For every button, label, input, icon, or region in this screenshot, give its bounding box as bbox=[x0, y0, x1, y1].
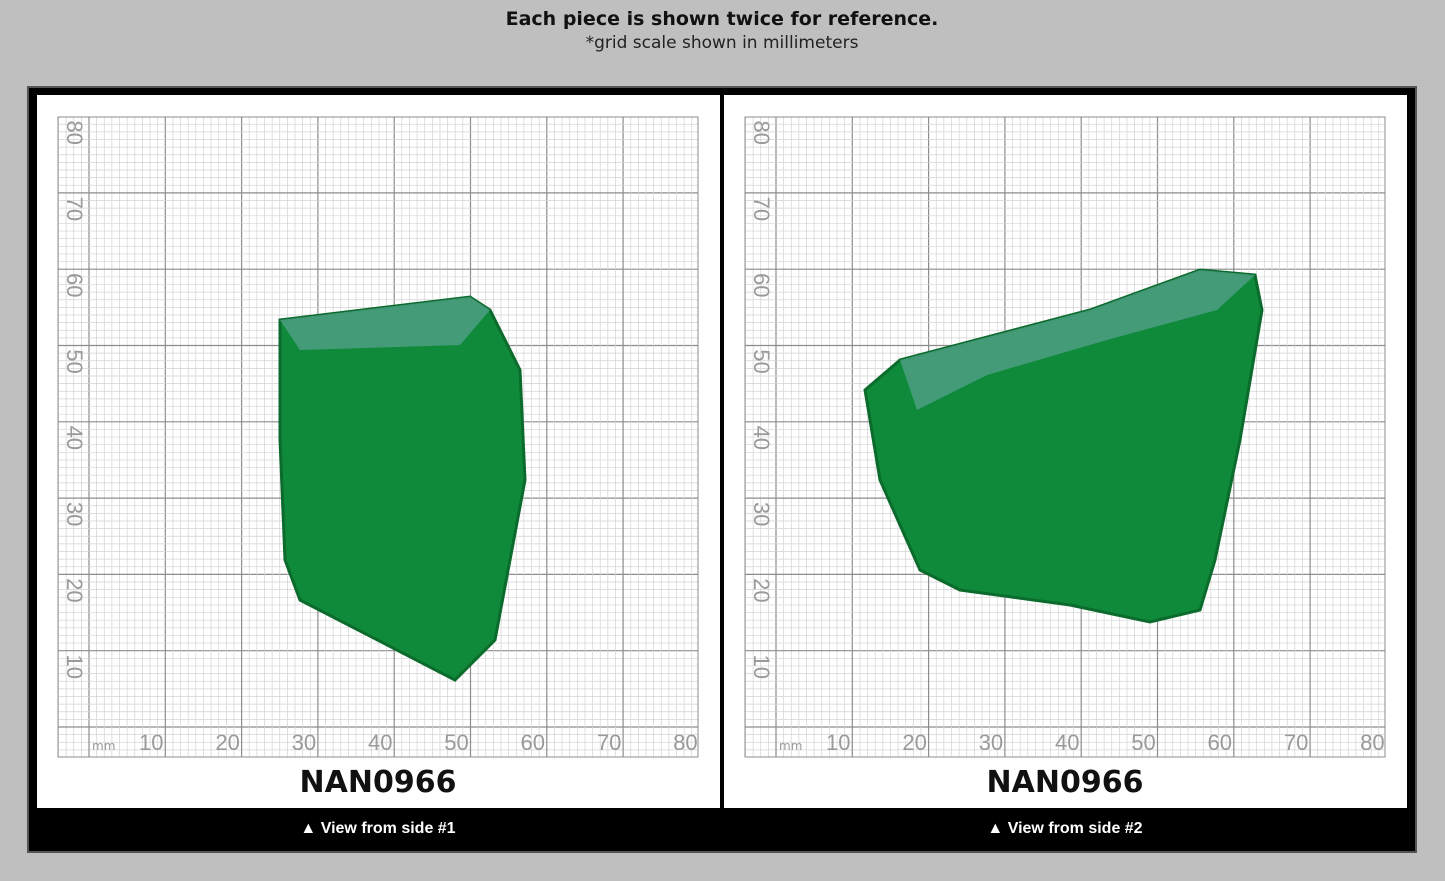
y-label: 30 bbox=[749, 502, 774, 526]
title: Each piece is shown twice for reference. bbox=[506, 8, 939, 30]
y-label: 20 bbox=[749, 578, 774, 602]
grid-border bbox=[744, 116, 1386, 758]
x-label: 70 bbox=[1284, 730, 1308, 755]
y-label: 30 bbox=[62, 502, 87, 526]
unit-label: mm bbox=[92, 739, 115, 753]
x-label: 80 bbox=[673, 730, 697, 755]
y-label: 50 bbox=[749, 349, 774, 373]
x-label: 30 bbox=[979, 730, 1003, 755]
grid-border bbox=[57, 116, 699, 758]
y-label: 20 bbox=[62, 578, 87, 602]
y-label: 10 bbox=[62, 654, 87, 678]
x-label: 40 bbox=[1055, 730, 1079, 755]
y-label: 70 bbox=[749, 197, 774, 221]
y-label: 40 bbox=[62, 426, 87, 450]
x-label: 80 bbox=[1360, 730, 1384, 755]
x-label: 70 bbox=[597, 730, 621, 755]
gem-facet bbox=[900, 270, 1255, 410]
panels: mm 10 10 20 20 30 30 40 40 50 50 60 60 70 70 80 80 NAN096… bbox=[37, 95, 1407, 837]
panel: mm 10 10 20 20 30 30 40 40 50 50 60 60 70 70 80 80 NAN096… bbox=[724, 95, 1407, 837]
panel: mm 10 10 20 20 30 30 40 40 50 50 60 60 70 70 80 80 NAN096… bbox=[37, 95, 720, 837]
caption: ▲ View from side #2 bbox=[987, 820, 1142, 837]
y-label: 50 bbox=[62, 349, 87, 373]
x-label: 50 bbox=[444, 730, 468, 755]
gem-facet bbox=[280, 297, 490, 350]
x-label: 60 bbox=[521, 730, 545, 755]
y-label: 70 bbox=[62, 197, 87, 221]
y-label: 10 bbox=[749, 654, 774, 678]
subtitle: *grid scale shown in millimeters bbox=[586, 33, 859, 53]
x-label: 10 bbox=[139, 730, 163, 755]
x-label: 10 bbox=[826, 730, 850, 755]
x-label: 20 bbox=[215, 730, 239, 755]
x-label: 60 bbox=[1208, 730, 1232, 755]
y-label: 40 bbox=[749, 426, 774, 450]
x-label: 30 bbox=[292, 730, 316, 755]
y-label: 60 bbox=[62, 273, 87, 297]
product-code: NAN0966 bbox=[987, 765, 1144, 800]
unit-label: mm bbox=[779, 739, 802, 753]
y-label: 80 bbox=[62, 120, 87, 144]
caption: ▲ View from side #1 bbox=[300, 820, 455, 837]
x-label: 20 bbox=[902, 730, 926, 755]
x-label: 40 bbox=[368, 730, 392, 755]
x-label: 50 bbox=[1131, 730, 1155, 755]
product-code: NAN0966 bbox=[300, 765, 457, 800]
y-label: 80 bbox=[749, 120, 774, 144]
y-label: 60 bbox=[749, 273, 774, 297]
